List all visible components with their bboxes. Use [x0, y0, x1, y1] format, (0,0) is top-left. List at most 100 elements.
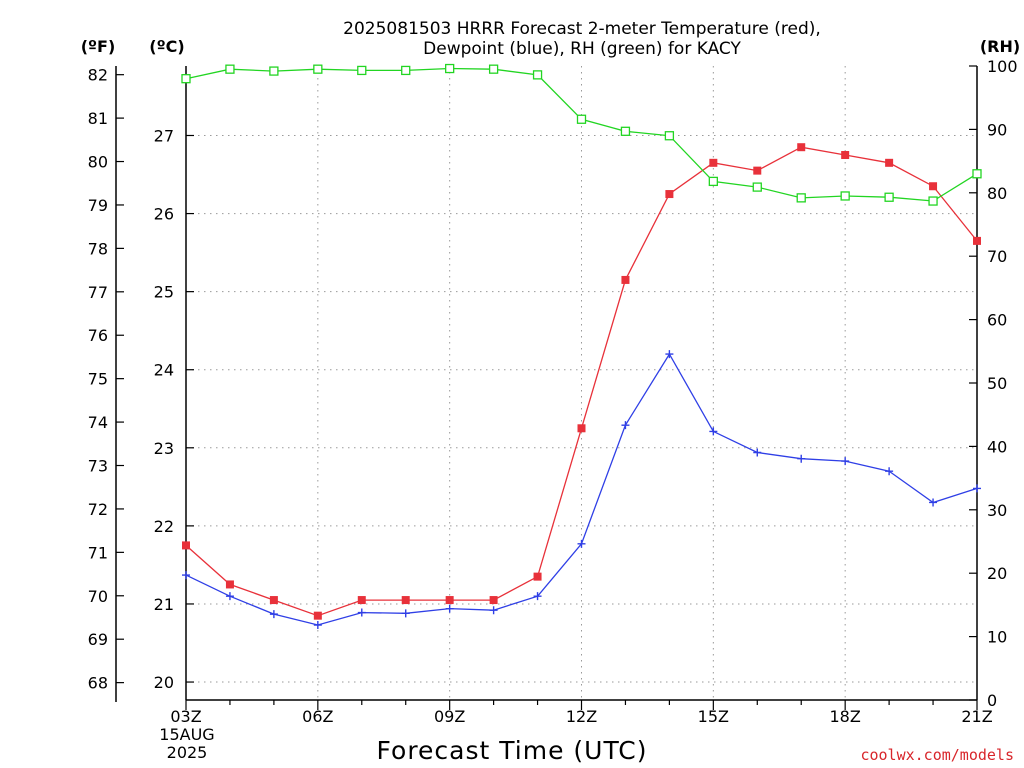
celsius-tick-label: 25	[154, 283, 174, 302]
temperature-marker	[577, 424, 586, 433]
temperature-marker	[533, 572, 542, 581]
rh-marker	[225, 64, 235, 74]
data-series	[181, 63, 982, 630]
rh-marker	[796, 193, 806, 203]
temperature-marker	[357, 596, 366, 605]
rh-tick-label: 60	[987, 311, 1007, 330]
rh-tick-label: 70	[987, 247, 1007, 266]
fahrenheit-tick-label: 74	[88, 413, 108, 432]
dewpoint-marker	[621, 421, 630, 430]
rh-unit-label: (RH)	[980, 37, 1020, 56]
rh-marker	[357, 65, 367, 76]
celsius-tick-label: 22	[154, 517, 174, 536]
dewpoint-marker	[445, 604, 454, 613]
temperature-marker	[709, 158, 718, 167]
dewpoint-marker	[929, 498, 938, 507]
dewpoint-marker	[709, 427, 718, 436]
temperature-series	[182, 143, 981, 620]
rh-tick-label: 40	[987, 437, 1007, 456]
fahrenheit-tick-label: 76	[88, 326, 108, 345]
dewpoint-marker	[753, 448, 762, 457]
rh-tick-label: 100	[987, 57, 1018, 76]
fahrenheit-tick-label: 78	[88, 239, 108, 258]
rh-marker	[972, 169, 982, 179]
rh-marker	[488, 64, 499, 74]
x-date-line-2: 2025	[167, 743, 208, 762]
x-tick-label: 21Z	[961, 707, 992, 726]
temperature-marker	[182, 541, 190, 550]
temperature-marker	[269, 596, 278, 605]
temperature-marker	[313, 611, 322, 620]
rh-marker	[445, 63, 455, 74]
temperature-marker	[225, 580, 234, 589]
fahrenheit-tick-label: 82	[88, 66, 108, 85]
rh-marker	[840, 191, 850, 201]
dewpoint-marker	[357, 608, 366, 617]
dewpoint-marker	[182, 571, 190, 580]
dewpoint-marker	[489, 606, 498, 615]
temperature-marker	[665, 190, 674, 199]
rh-marker	[269, 66, 279, 76]
celsius-tick-label: 24	[154, 361, 174, 380]
celsius-tick-label: 20	[154, 673, 174, 692]
dewpoint-marker	[401, 609, 410, 618]
dewpoint-marker	[225, 592, 234, 601]
celsius-tick-label: 27	[154, 126, 174, 145]
rh-marker	[576, 114, 587, 124]
title-line-1: 2025081503 HRRR Forecast 2-meter Tempera…	[343, 19, 821, 39]
dewpoint-marker	[577, 539, 586, 548]
rh-marker	[401, 65, 411, 76]
fahrenheit-tick-label: 81	[88, 109, 108, 128]
dewpoint-marker	[533, 592, 542, 601]
x-date-line-1: 15AUG	[159, 725, 214, 744]
rh-tick-label: 80	[987, 184, 1007, 203]
fahrenheit-tick-label: 69	[88, 630, 108, 649]
x-tick-label: 18Z	[830, 707, 861, 726]
rh-tick-label: 90	[987, 120, 1007, 139]
x-tick-label: 03Z	[170, 707, 201, 726]
temperature-marker	[445, 596, 454, 605]
rh-tick-label: 50	[987, 374, 1007, 393]
rh-marker	[752, 182, 762, 192]
dewpoint-marker	[797, 454, 806, 463]
celsius-unit-label: (ºC)	[149, 37, 184, 56]
temperature-marker	[885, 158, 894, 167]
celsius-tick-label: 26	[154, 205, 174, 224]
rh-marker	[313, 64, 323, 74]
x-tick-label: 06Z	[302, 707, 333, 726]
fahrenheit-tick-label: 75	[88, 370, 108, 389]
rh-marker	[181, 74, 191, 84]
temperature-marker	[797, 143, 806, 152]
fahrenheit-unit-label: (ºF)	[81, 37, 116, 56]
fahrenheit-tick-label: 70	[88, 587, 108, 606]
dewpoint-line	[185, 352, 978, 626]
fahrenheit-tick-label: 68	[88, 674, 108, 693]
rh-marker	[928, 196, 938, 206]
chart-title: 2025081503 HRRR Forecast 2-meter Tempera…	[343, 19, 821, 59]
rh-marker	[532, 70, 543, 80]
fahrenheit-tick-label: 71	[88, 543, 108, 562]
credit-text: coolwx.com/models	[860, 746, 1014, 764]
axes: 68 69 70 71 72 73 74 75 76 77 78 79 80 81 82 20 21 22 23 24…	[88, 57, 1018, 726]
fahrenheit-tick-label: 72	[88, 500, 108, 519]
dewpoint-marker	[269, 610, 278, 619]
x-tick-label: 09Z	[434, 707, 465, 726]
dewpoint-marker	[313, 621, 322, 630]
temperature-marker	[489, 596, 498, 605]
rh-tick-label: 0	[987, 691, 997, 710]
dewpoint-marker	[665, 350, 674, 359]
fahrenheit-tick-label: 80	[88, 153, 108, 172]
celsius-tick-label: 23	[154, 439, 174, 458]
fahrenheit-tick-label: 77	[88, 283, 108, 302]
x-tick-label: 15Z	[698, 707, 729, 726]
dewpoint-marker	[973, 484, 981, 493]
x-tick-label: 12Z	[566, 707, 597, 726]
fahrenheit-tick-label: 79	[88, 196, 108, 215]
rh-marker	[620, 126, 631, 136]
rh-tick-label: 20	[987, 564, 1007, 583]
rh-marker	[664, 131, 675, 141]
temperature-marker	[841, 151, 850, 160]
temperature-marker	[973, 236, 981, 245]
rh-tick-label: 10	[987, 628, 1007, 647]
